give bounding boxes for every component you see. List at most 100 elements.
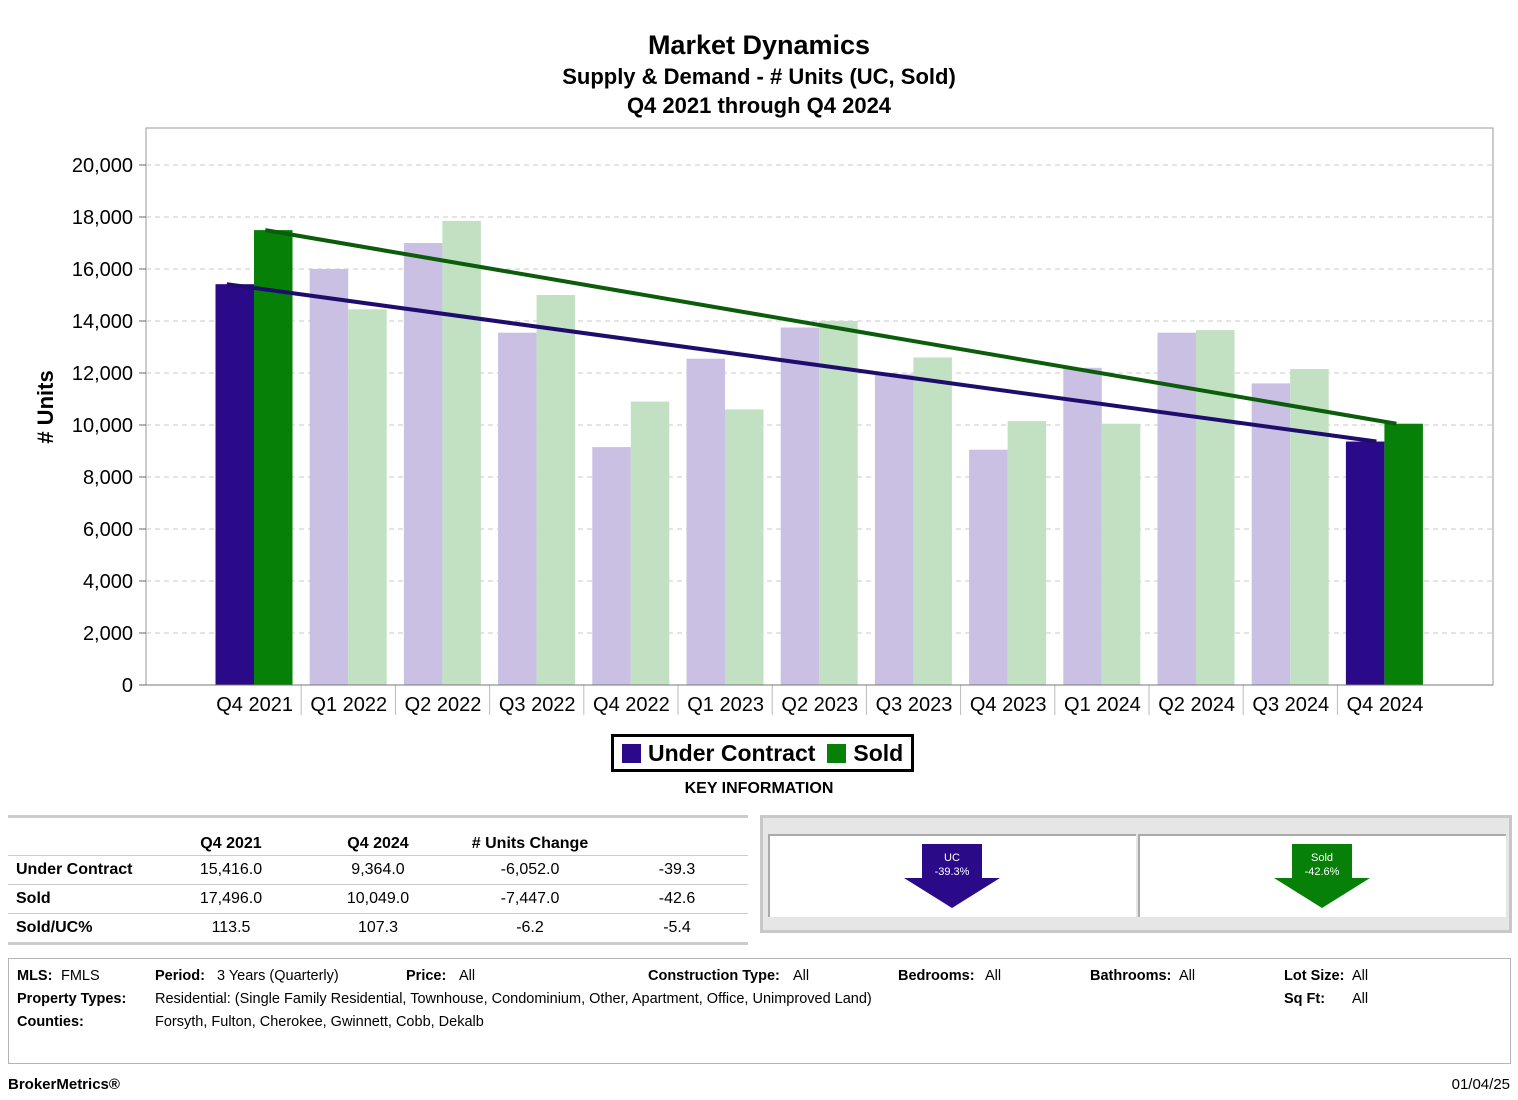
- bar-sold: [254, 230, 293, 685]
- cell-change: -7,447.0: [454, 884, 606, 914]
- table-header: # Units Change: [471, 835, 589, 852]
- y-tick-label: 4,000: [83, 571, 133, 593]
- bar-under-contract: [1063, 367, 1102, 685]
- filter-price-value: All: [459, 968, 476, 984]
- x-tick-label: Q3 2023: [876, 694, 953, 716]
- down-arrow-icon: UC -39.3%: [904, 844, 1000, 908]
- filter-construction-value: All: [793, 968, 810, 984]
- y-tick-label: 8,000: [83, 467, 133, 489]
- filter-counties-value: Forsyth, Fulton, Cherokee, Gwinnett, Cob…: [155, 1014, 484, 1030]
- trendline-sold: [264, 228, 1397, 426]
- row-label: Sold/UC%: [8, 913, 160, 942]
- filter-bedrooms-label: Bedrooms:: [898, 968, 975, 984]
- bar-sold: [536, 295, 576, 685]
- row-label: Sold: [8, 884, 160, 914]
- bar-under-contract: [686, 358, 725, 685]
- key-information-heading: KEY INFORMATION: [684, 780, 834, 797]
- x-tick-label: Q2 2022: [405, 694, 482, 716]
- bar-under-contract: [403, 243, 443, 685]
- cell-pct: -39.3: [606, 855, 748, 885]
- bar-under-contract: [309, 269, 349, 685]
- filter-mls-label: MLS:: [17, 968, 53, 984]
- y-tick-label: 20,000: [72, 155, 133, 177]
- filter-property-types-label: Property Types:: [17, 991, 127, 1007]
- y-tick-label: 2,000: [83, 623, 133, 645]
- key-info-table: Q4 2021 Q4 2024 # Units Change Under Con…: [8, 815, 748, 945]
- x-tick-label: Q4 2023: [970, 694, 1047, 716]
- bar-sold: [913, 357, 952, 685]
- bar-sold: [348, 309, 387, 685]
- down-arrow-icon: Sold -42.6%: [1274, 844, 1370, 908]
- y-tick-label: 16,000: [72, 259, 133, 281]
- table-header-row: Q4 2021 Q4 2024 # Units Change: [8, 818, 748, 856]
- table-header: [606, 818, 748, 856]
- bar-sold: [819, 321, 858, 685]
- x-tick-label: Q4 2024: [1347, 694, 1424, 716]
- x-tick-label: Q2 2024: [1158, 694, 1235, 716]
- sold-arrow-cell: Sold -42.6%: [1138, 834, 1506, 917]
- bar-sold: [442, 220, 481, 685]
- cell-pct: -42.6: [606, 884, 748, 914]
- cell-start: 17,496.0: [160, 884, 302, 914]
- legend-swatch-under-contract: [622, 743, 641, 763]
- y-tick-label: 18,000: [72, 207, 133, 229]
- filter-property-types-value: Residential: (Single Family Residential,…: [155, 991, 872, 1007]
- cell-end: 9,364.0: [302, 855, 454, 885]
- trendline-under-contract: [226, 282, 1377, 444]
- bar-under-contract: [1251, 383, 1291, 685]
- sold-arrow-value: -42.6%: [1305, 866, 1340, 878]
- legend-item-under-contract: Under Contract: [622, 740, 815, 767]
- chart-titles: Market Dynamics Supply & Demand - # Unit…: [0, 28, 1518, 120]
- table-row: Sold/UC% 113.5 107.3 -6.2 -5.4: [8, 913, 748, 942]
- bar-sold: [1101, 423, 1141, 685]
- bar-sold: [630, 401, 670, 685]
- brand-footer: BrokerMetrics®: [8, 1076, 120, 1093]
- filter-construction-label: Construction Type:: [648, 968, 780, 984]
- chart-title: Market Dynamics: [647, 30, 871, 60]
- cell-end: 107.3: [302, 913, 454, 942]
- bar-sold: [1007, 421, 1047, 685]
- x-tick-label: Q1 2024: [1064, 694, 1141, 716]
- cell-end: 10,049.0: [302, 884, 454, 914]
- filter-mls-value: FMLS: [61, 968, 100, 984]
- x-tick-label: Q3 2024: [1252, 694, 1329, 716]
- legend-label-under-contract: Under Contract: [648, 739, 816, 766]
- cell-change: -6.2: [454, 913, 606, 942]
- filter-bedrooms-value: All: [985, 968, 1002, 984]
- chart-subtitle: Supply & Demand - # Units (UC, Sold): [562, 64, 956, 89]
- filter-period-label: Period:: [155, 968, 205, 984]
- filter-bathrooms-value: All: [1179, 968, 1196, 984]
- chart-legend: Under Contract Sold: [611, 734, 915, 772]
- chart-subtitle-period: Q4 2021 through Q4 2024: [626, 93, 892, 118]
- filter-counties-label: Counties:: [17, 1014, 84, 1030]
- bar-sold: [1290, 369, 1329, 685]
- legend-swatch-sold: [827, 743, 847, 763]
- legend-label-sold: Sold: [853, 739, 904, 766]
- bar-chart: 0 2,000 4,000 6,000 8,000 10,000 12,000 14,000 1…: [33, 127, 1494, 716]
- uc-arrow-value: -39.3%: [935, 866, 970, 878]
- cell-change: -6,052.0: [454, 855, 606, 885]
- bar-under-contract: [969, 449, 1008, 685]
- x-tick-label: Q1 2023: [687, 694, 764, 716]
- table-header: Q4 2021: [200, 835, 262, 852]
- x-tick-label: Q3 2022: [499, 694, 576, 716]
- bar-under-contract: [780, 327, 820, 685]
- bar-sold: [1384, 423, 1423, 685]
- bar-under-contract: [498, 332, 537, 685]
- report-date: 01/04/25: [1451, 1076, 1510, 1093]
- y-axis-label: # Units: [33, 370, 58, 443]
- y-tick-label: 14,000: [72, 311, 133, 333]
- filter-sqft-value: All: [1352, 991, 1369, 1007]
- bar-under-contract: [1345, 441, 1385, 685]
- x-tick-label: Q4 2021: [216, 694, 293, 716]
- table-row: Sold 17,496.0 10,049.0 -7,447.0 -42.6: [8, 884, 748, 914]
- table-header: Q4 2024: [347, 835, 409, 852]
- y-tick-label: 6,000: [83, 519, 133, 541]
- filter-lot-label: Lot Size:: [1284, 968, 1345, 984]
- table-row: Under Contract 15,416.0 9,364.0 -6,052.0…: [8, 855, 748, 885]
- bar-sold: [1196, 330, 1235, 685]
- filter-lot-value: All: [1352, 968, 1369, 984]
- y-tick-label: 0: [122, 675, 133, 697]
- y-tick-label: 12,000: [72, 363, 133, 385]
- filter-price-label: Price:: [406, 968, 447, 984]
